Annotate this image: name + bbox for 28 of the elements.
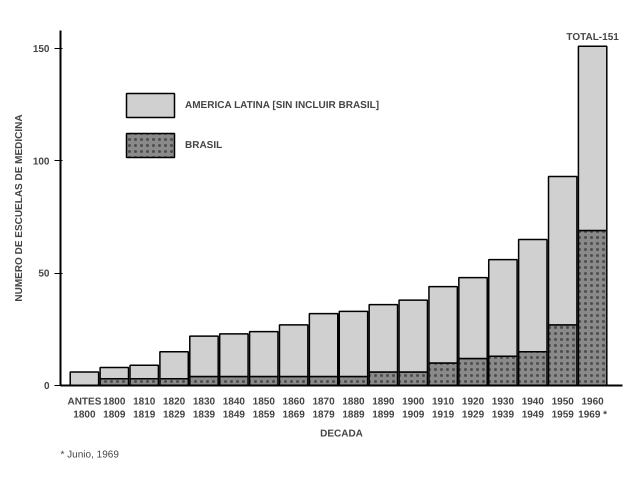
annotation: TOTAL-151 [566,32,620,44]
x-tick-label: 1890 1899 [372,396,395,421]
x-tick-label: 1820 1829 [162,396,186,421]
x-tick-label: 1870 1879 [312,396,336,421]
x-tick-label: 1900 1909 [402,396,425,421]
x-tick-label: 1800 1809 [103,396,126,421]
x-tick-label: 1920 1929 [462,396,485,421]
x-tick-label: 1840 1849 [222,396,246,421]
y-tick-label: 50 [38,268,50,280]
x-tick-label: 1930 1939 [492,396,514,421]
text: * Junio, 1969 [60,450,120,460]
y-tick-label: 100 [32,156,50,168]
x-tick-label: 1950 1959 [552,396,574,421]
x-tick-label: 1860 1869 [282,396,306,421]
x-tick-label: 1810 1819 [133,396,156,421]
legend-label: BRASIL [185,140,222,150]
y-tick-label: 150 [32,44,50,55]
legend-label: AMERICA LATINA [SIN INCLUIR BRASIL] [185,100,380,110]
x-tick-label: 1910 1919 [432,396,455,421]
x-axis-title: DECADA [320,428,363,440]
x-tick-label: 1960 1969 * [578,396,608,421]
y-tick-label: 0 [44,381,50,392]
x-tick-label: 1830 1839 [192,396,216,421]
x-tick-label: 1940 1949 [522,396,544,421]
x-tick-label: 1850 1859 [252,396,276,421]
y-axis-title: NUMERO DE ESCUELAS DE MEDICINA [14,114,25,302]
x-tick-label: 1880 1889 [342,396,366,421]
x-tick-label: ANTES 1800 [67,396,102,421]
